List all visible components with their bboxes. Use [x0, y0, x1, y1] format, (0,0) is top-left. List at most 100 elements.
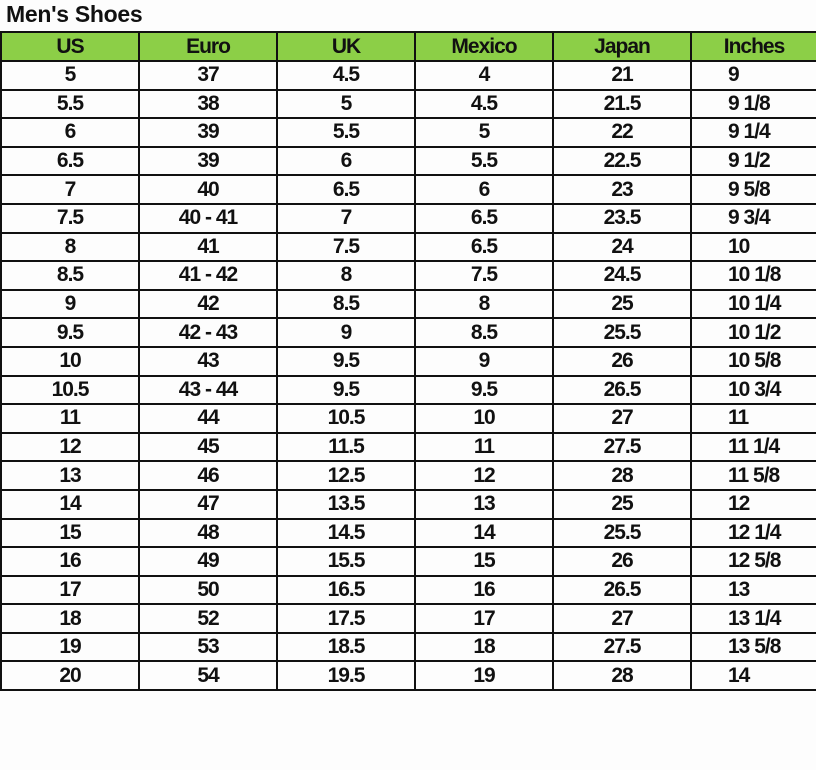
cell-japan: 22.5 [552, 145, 692, 177]
column-header-uk: UK [276, 31, 416, 62]
cell-mexico: 7.5 [414, 260, 554, 291]
cell-euro: 53 [138, 631, 278, 663]
cell-inches: 9 5/8 [690, 174, 816, 205]
column-header-us: US [0, 31, 140, 62]
cell-inches: 10 [690, 231, 816, 263]
cell-euro: 37 [138, 60, 278, 91]
table-row: 16 49 15.5 15 26 12 5/8 [0, 546, 816, 577]
cell-uk: 10.5 [276, 403, 416, 434]
cell-us: 7 [0, 174, 140, 205]
cell-us: 11 [0, 403, 140, 434]
cell-us: 6 [0, 117, 140, 148]
cell-us: 13 [0, 460, 140, 491]
cell-japan: 27 [552, 603, 692, 634]
cell-euro: 45 [138, 431, 278, 463]
table-row: 5.5 38 5 4.5 21.5 9 1/8 [0, 88, 816, 120]
cell-mexico: 10 [414, 403, 554, 434]
table-row: 9 42 8.5 8 25 10 1/4 [0, 288, 816, 320]
size-chart-table: US Euro UK Mexico Japan Inches 5 37 4.5 4 21 9 5.5 3… [0, 31, 816, 692]
cell-us: 8.5 [0, 260, 140, 291]
cell-us: 20 [0, 660, 140, 692]
cell-inches: 10 3/4 [690, 374, 816, 406]
cell-uk: 7.5 [276, 231, 416, 263]
cell-uk: 8 [276, 260, 416, 291]
cell-uk: 13.5 [276, 488, 416, 520]
cell-us: 17 [0, 574, 140, 606]
cell-uk: 7 [276, 202, 416, 234]
table-row: 17 50 16.5 16 26.5 13 [0, 574, 816, 606]
cell-japan: 26.5 [552, 374, 692, 406]
cell-uk: 11.5 [276, 431, 416, 463]
cell-japan: 28 [552, 460, 692, 491]
cell-inches: 10 1/2 [690, 317, 816, 348]
cell-us: 12 [0, 431, 140, 463]
cell-japan: 26.5 [552, 574, 692, 606]
table-row: 5 37 4.5 4 21 9 [0, 60, 816, 91]
cell-euro: 48 [138, 517, 278, 549]
cell-mexico: 5 [414, 117, 554, 148]
cell-euro: 46 [138, 460, 278, 491]
table-row: 9.5 42 - 43 9 8.5 25.5 10 1/2 [0, 317, 816, 348]
table-row: 7 40 6.5 6 23 9 5/8 [0, 174, 816, 205]
cell-uk: 16.5 [276, 574, 416, 606]
cell-japan: 27.5 [552, 431, 692, 463]
cell-us: 19 [0, 631, 140, 663]
cell-inches: 13 1/4 [690, 603, 816, 634]
cell-inches: 12 1/4 [690, 517, 816, 549]
cell-uk: 12.5 [276, 460, 416, 491]
table-row: 8 41 7.5 6.5 24 10 [0, 231, 816, 263]
cell-us: 5 [0, 60, 140, 91]
cell-euro: 44 [138, 403, 278, 434]
cell-uk: 5 [276, 88, 416, 120]
cell-inches: 12 5/8 [690, 546, 816, 577]
cell-inches: 11 5/8 [690, 460, 816, 491]
cell-uk: 9.5 [276, 374, 416, 406]
cell-japan: 26 [552, 546, 692, 577]
cell-japan: 23.5 [552, 202, 692, 234]
cell-japan: 21.5 [552, 88, 692, 120]
table-row: 18 52 17.5 17 27 13 1/4 [0, 603, 816, 634]
cell-euro: 54 [138, 660, 278, 692]
table-row: 10.5 43 - 44 9.5 9.5 26.5 10 3/4 [0, 374, 816, 406]
column-header-mexico: Mexico [414, 31, 554, 62]
cell-mexico: 16 [414, 574, 554, 606]
cell-mexico: 17 [414, 603, 554, 634]
cell-uk: 17.5 [276, 603, 416, 634]
cell-japan: 24 [552, 231, 692, 263]
cell-mexico: 8.5 [414, 317, 554, 348]
cell-inches: 10 5/8 [690, 345, 816, 377]
cell-us: 14 [0, 488, 140, 520]
header-row: US Euro UK Mexico Japan Inches [0, 31, 816, 62]
table-row: 15 48 14.5 14 25.5 12 1/4 [0, 517, 816, 549]
cell-japan: 26 [552, 345, 692, 377]
cell-japan: 25.5 [552, 317, 692, 348]
cell-euro: 41 [138, 231, 278, 263]
cell-euro: 39 [138, 145, 278, 177]
cell-mexico: 15 [414, 546, 554, 577]
cell-japan: 21 [552, 60, 692, 91]
cell-us: 18 [0, 603, 140, 634]
cell-japan: 25 [552, 488, 692, 520]
cell-uk: 15.5 [276, 546, 416, 577]
cell-euro: 43 [138, 345, 278, 377]
table-row: 12 45 11.5 11 27.5 11 1/4 [0, 431, 816, 463]
cell-mexico: 4 [414, 60, 554, 91]
cell-japan: 23 [552, 174, 692, 205]
cell-mexico: 18 [414, 631, 554, 663]
cell-uk: 6 [276, 145, 416, 177]
cell-mexico: 9.5 [414, 374, 554, 406]
table-row: 7.5 40 - 41 7 6.5 23.5 9 3/4 [0, 202, 816, 234]
table-row: 8.5 41 - 42 8 7.5 24.5 10 1/8 [0, 260, 816, 291]
cell-japan: 22 [552, 117, 692, 148]
cell-uk: 5.5 [276, 117, 416, 148]
cell-euro: 41 - 42 [138, 260, 278, 291]
cell-inches: 12 [690, 488, 816, 520]
cell-euro: 50 [138, 574, 278, 606]
cell-mexico: 6.5 [414, 231, 554, 263]
cell-japan: 24.5 [552, 260, 692, 291]
cell-us: 5.5 [0, 88, 140, 120]
page-title: Men's Shoes [6, 1, 143, 27]
cell-mexico: 6 [414, 174, 554, 205]
cell-inches: 11 1/4 [690, 431, 816, 463]
cell-mexico: 13 [414, 488, 554, 520]
